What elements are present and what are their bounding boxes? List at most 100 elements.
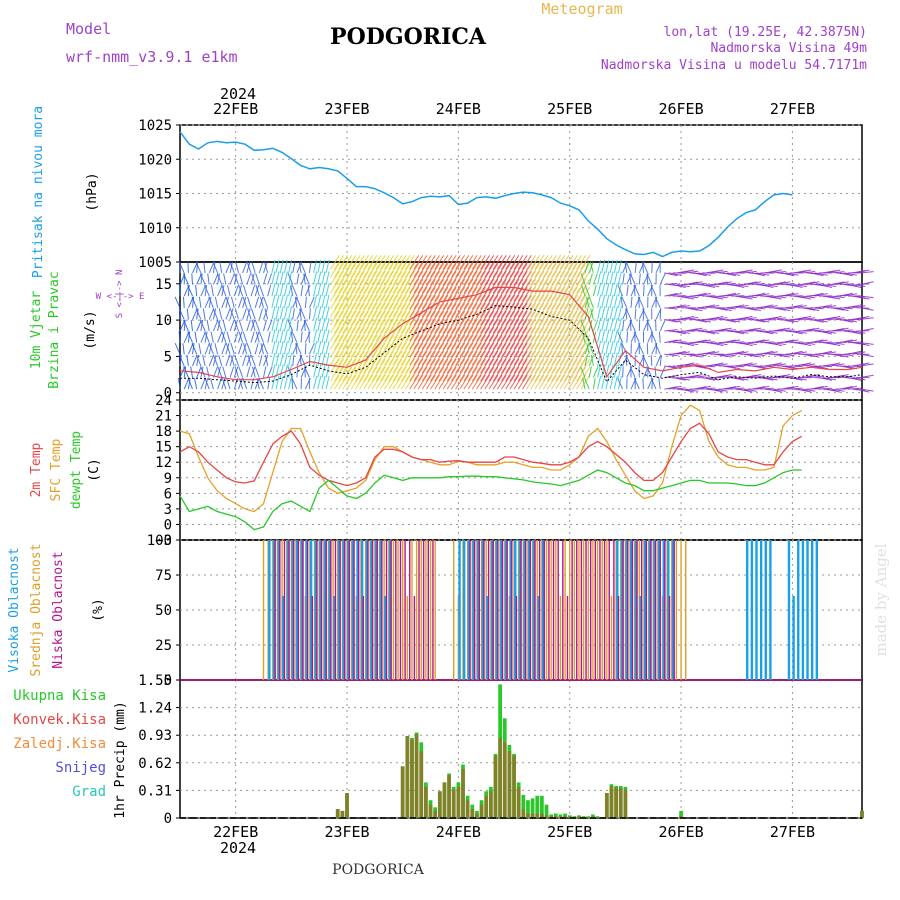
precip-legend-snow: Snijeg [55, 760, 106, 776]
cloud-panel: Visoka Oblacnost Srednja Oblacnost Niska… [7, 543, 106, 676]
wind-vector-group [642, 261, 654, 390]
model-label: Model [66, 20, 111, 38]
wind-vector-group [367, 255, 378, 390]
bottom-date-label: 26FEB [658, 823, 703, 841]
precip-bar-convective [493, 755, 498, 818]
wind-vector-group [781, 272, 795, 390]
temperature-ytick-label: 0 [164, 517, 172, 533]
precip-bar-convective [447, 775, 451, 818]
precip-bar-convective [419, 751, 424, 818]
wind-vector-group [229, 261, 239, 390]
precip-bar-total [679, 810, 683, 818]
wind-vector-group [617, 261, 628, 390]
wind-vector-group [212, 261, 223, 390]
pressure-ytick-label: 1025 [138, 118, 172, 134]
precip-bar-convective [488, 791, 493, 818]
wind-ytick-label: 15 [155, 277, 172, 293]
precip-bar-convective [400, 766, 405, 818]
precip-bar-convective [502, 742, 507, 818]
precip-bar-total [553, 813, 558, 818]
wind-ytick-label: 10 [155, 313, 172, 329]
wind-vector-group [250, 261, 260, 390]
precip-bar-total [535, 795, 540, 818]
precip-bar-convective [498, 737, 502, 818]
wind-vector-group [409, 255, 420, 390]
top-date-label: 25FEB [547, 100, 592, 118]
wind-vector-group [693, 272, 707, 390]
wind-vector-group [178, 261, 190, 390]
wind-vector-group [204, 261, 215, 390]
wind-ytick-label: 5 [164, 349, 172, 365]
cloud-title-high: Visoka Oblacnost [7, 547, 22, 672]
wind-vector-group [802, 271, 816, 392]
wind-speed-line [180, 305, 863, 384]
precip-bar-convective [345, 793, 349, 818]
precip-bar-convective [512, 755, 516, 818]
precip-bar-convective [544, 815, 549, 818]
wind-vector-group [317, 259, 322, 390]
wind-vector-group [438, 255, 449, 390]
wind-title-1: 10m Vjetar [29, 291, 44, 369]
top-date-label: 27FEB [770, 100, 815, 118]
pressure-ytick-label: 1005 [138, 255, 172, 271]
wind-vector-group [459, 255, 470, 390]
wind-vector-group [199, 261, 211, 390]
cloud-unit: (%) [91, 598, 106, 621]
precipitation-frame [179, 679, 863, 819]
wind-title-2: Brzina i Pravac [47, 271, 62, 388]
temperature-ytick-label: 24 [155, 393, 172, 409]
wind-vector-group [371, 255, 382, 390]
wind-vector-group [654, 261, 666, 390]
wind-vector-group [463, 255, 474, 390]
wind-vector-group [329, 255, 340, 390]
wind-vector-group [501, 255, 511, 390]
pressure-panel: Pritisak na nivou mora (hPa) [31, 106, 100, 278]
pressure-ytick-label: 1020 [138, 152, 172, 168]
meteogram-label: Meteogram [541, 0, 622, 18]
wind-vector-group [384, 255, 395, 390]
wind-vector-group [299, 261, 311, 390]
wind-vector-group [346, 255, 357, 390]
wind-vector-group [262, 261, 273, 390]
precip-bar-convective [507, 751, 512, 818]
bottom-date-label: 22FEB [213, 823, 258, 841]
wind-vector-group [488, 255, 499, 390]
wind-vector-group [450, 255, 461, 390]
precip-legend: Ukupna Kisa Konvek.Kisa Zaledj.Kisa Snijeg G… [13, 688, 106, 800]
precip-bar-convective [414, 734, 419, 818]
wind-vector-group [597, 259, 602, 390]
precip-bar-convective [433, 810, 438, 818]
wind-vector-group [789, 272, 803, 390]
wind-vector-group [321, 259, 326, 390]
wind-vector-group [400, 255, 411, 390]
model-name: wrf-nmm_v3.9.1 e1km [66, 48, 238, 66]
temperature-ytick-label: −3 [155, 533, 172, 549]
wind-vector-group [325, 259, 330, 390]
wind-vector-group [342, 255, 353, 390]
wind-vector-group [509, 255, 520, 390]
precip-bar-convective [479, 804, 484, 818]
wind-vector-group [492, 255, 503, 390]
footer-title: PODGORICA [332, 862, 425, 878]
bottom-date-label: 24FEB [436, 823, 481, 841]
model-elevation-label: Nadmorska Visina u modelu 54.7171m [601, 58, 867, 73]
precip-bar-convective [591, 816, 595, 818]
pressure-title: Pritisak na nivou mora [31, 106, 46, 278]
wind-vector-group [860, 271, 874, 392]
wind-vector-group [480, 255, 491, 390]
precip-bar-convective [860, 810, 864, 818]
wind-vector-group [542, 255, 553, 390]
wind-vector-group [182, 261, 194, 390]
top-date-label: 22FEB [213, 100, 258, 118]
dewpoint-line [179, 469, 802, 531]
page-title: PODGORICA [330, 24, 487, 50]
precip-bar-convective [405, 736, 410, 818]
wind-vector-group [363, 255, 374, 390]
elevation-label: Nadmorska Visina 49m [710, 41, 867, 56]
wind-vector-group [413, 255, 424, 390]
wind-vector-group [530, 255, 541, 390]
top-date-label: 24FEB [436, 100, 481, 118]
precip-bar-convective [609, 785, 614, 818]
precip-legend-graupel: Grad [72, 784, 106, 800]
